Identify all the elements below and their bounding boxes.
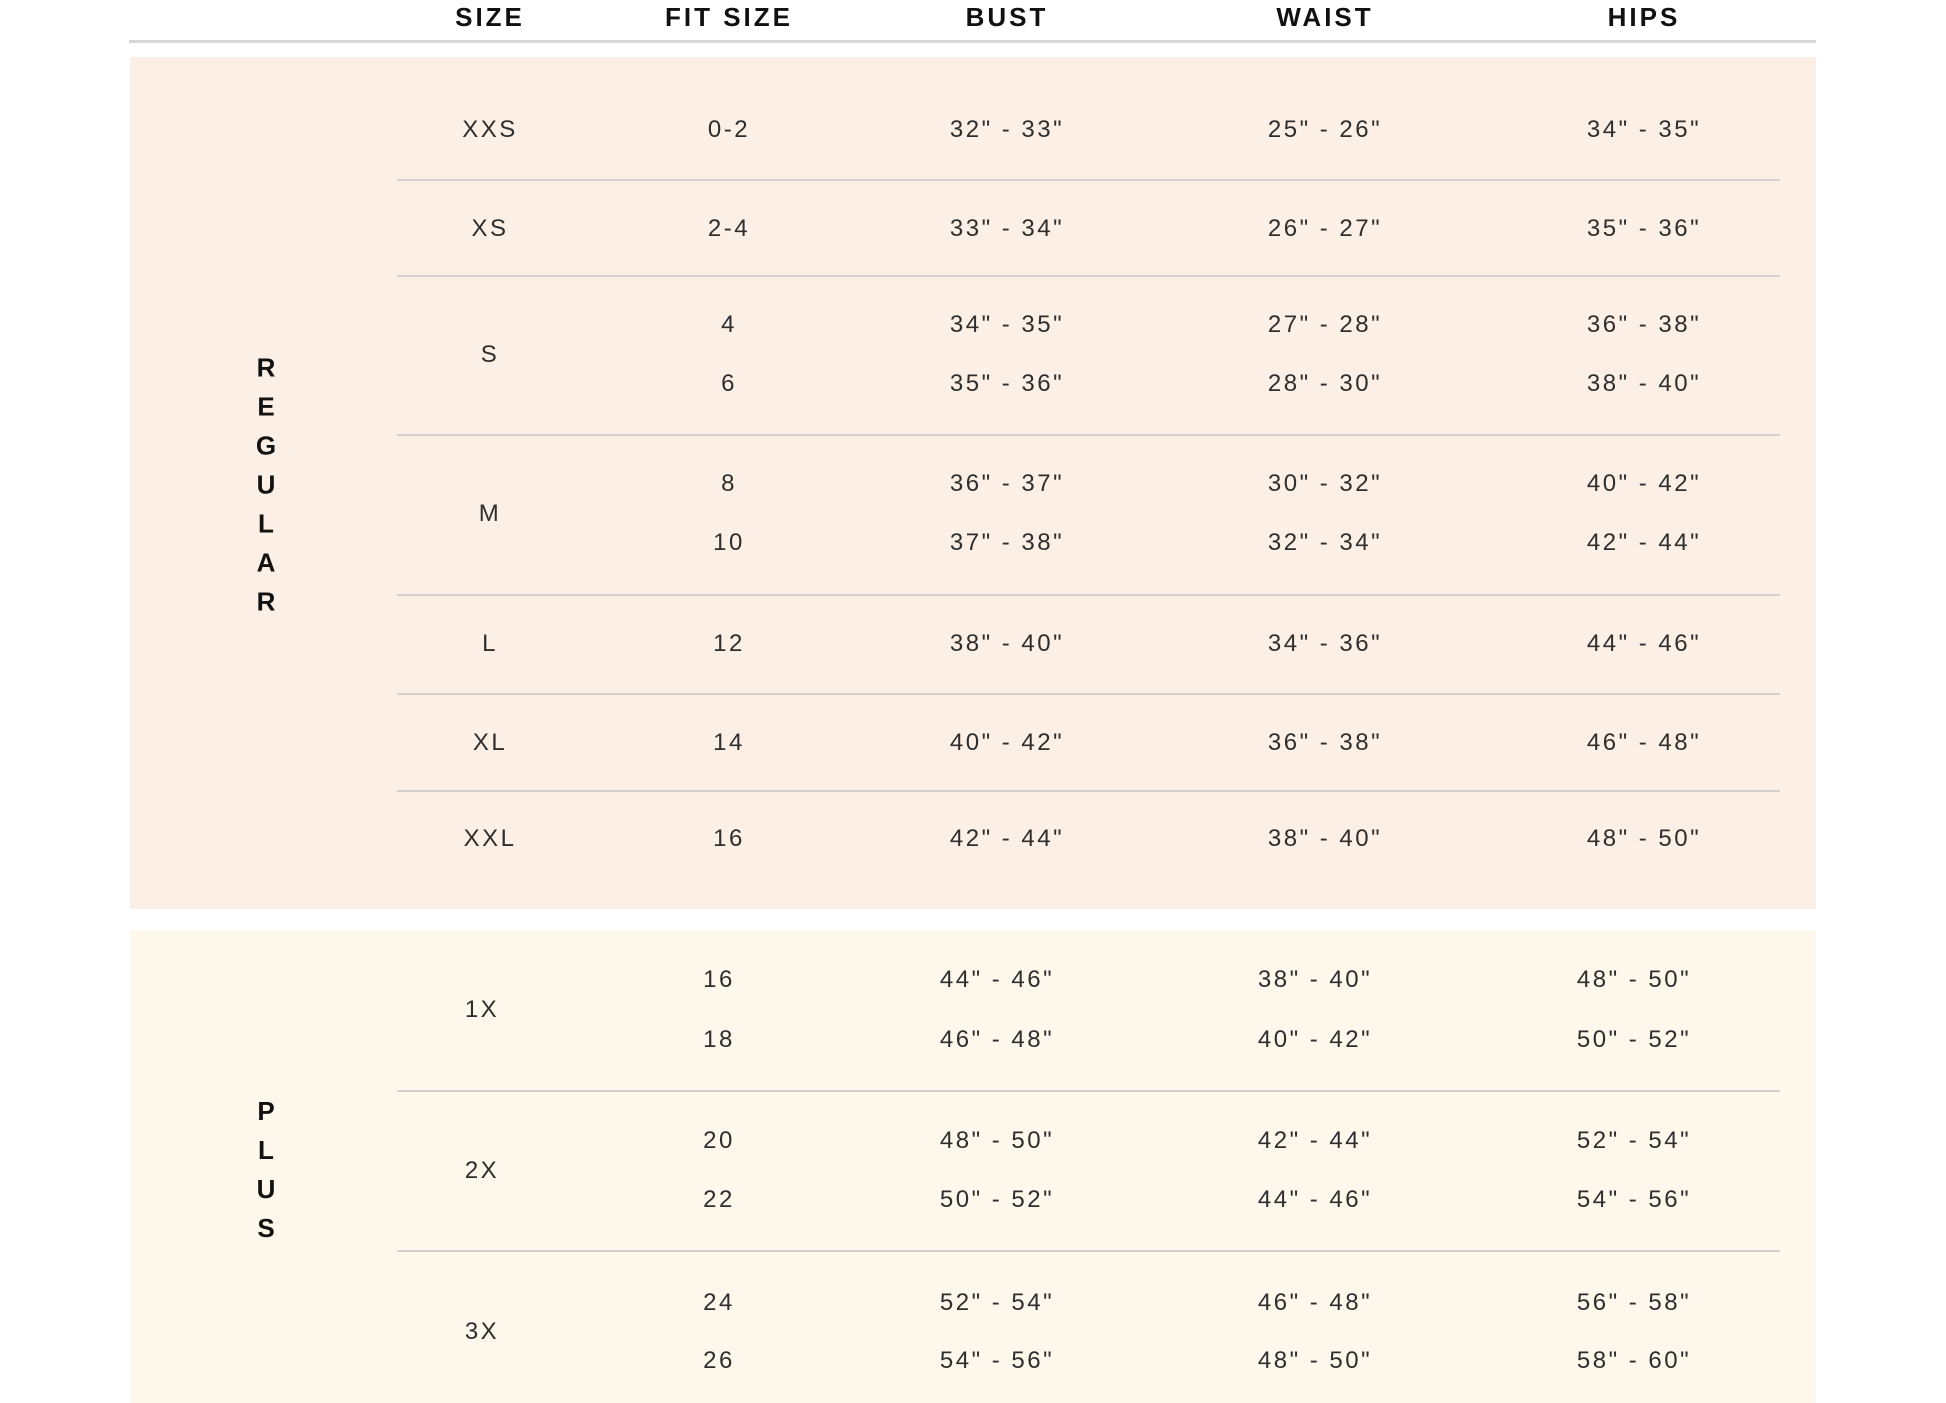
row-divider (397, 1090, 1780, 1092)
waist-cell: 38" - 40" (1267, 825, 1383, 852)
hips-cell: 54" - 56" (1576, 1186, 1692, 1213)
waist-cell: 30" - 32" (1267, 470, 1383, 497)
hips-cell: 42" - 44" (1586, 529, 1702, 556)
bust-cell: 34" - 35" (949, 311, 1065, 338)
bust-cell: 33" - 34" (949, 215, 1065, 242)
size-cell: XS (471, 215, 509, 242)
hips-cell: 50" - 52" (1576, 1026, 1692, 1053)
waist-cell: 26" - 27" (1267, 215, 1383, 242)
fit-cell: 12 (713, 630, 745, 657)
fit-cell: 6 (721, 370, 737, 397)
header-hips: HIPS (1607, 2, 1681, 32)
waist-cell: 38" - 40" (1257, 966, 1373, 993)
fit-cell: 0-2 (707, 116, 751, 143)
size-cell: XXL (463, 825, 517, 852)
size-cell: S (480, 340, 500, 368)
header-bust: BUST (965, 2, 1049, 32)
hips-cell: 34" - 35" (1586, 116, 1702, 143)
row-divider (397, 275, 1780, 277)
size-cell: 1X (464, 996, 500, 1023)
waist-cell: 42" - 44" (1257, 1127, 1373, 1154)
fit-cell: 26 (703, 1347, 735, 1374)
bust-cell: 50" - 52" (939, 1186, 1055, 1213)
bust-cell: 44" - 46" (939, 966, 1055, 993)
hips-cell: 36" - 38" (1586, 311, 1702, 338)
bust-cell: 38" - 40" (949, 630, 1065, 657)
hips-cell: 38" - 40" (1586, 370, 1702, 397)
bust-cell: 46" - 48" (939, 1026, 1055, 1053)
group-label-plus: PLUS (256, 1096, 276, 1243)
row-divider (397, 179, 1780, 181)
hips-cell: 48" - 50" (1576, 966, 1692, 993)
row-divider (397, 790, 1780, 792)
size-cell: L (482, 630, 498, 657)
bust-cell: 54" - 56" (939, 1347, 1055, 1374)
header-size: SIZE (455, 2, 525, 32)
hips-cell: 46" - 48" (1586, 729, 1702, 756)
bust-cell: 37" - 38" (949, 529, 1065, 556)
fit-cell: 22 (703, 1186, 735, 1213)
waist-cell: 36" - 38" (1267, 729, 1383, 756)
waist-cell: 46" - 48" (1257, 1289, 1373, 1316)
fit-cell: 14 (713, 729, 745, 756)
row-divider (397, 1250, 1780, 1252)
waist-cell: 44" - 46" (1257, 1186, 1373, 1213)
fit-cell: 10 (713, 529, 745, 556)
row-divider (397, 693, 1780, 695)
fit-cell: 8 (721, 470, 737, 497)
group-label-regular: REGULAR (255, 352, 277, 617)
size-cell: 2X (464, 1156, 500, 1184)
bust-cell: 32" - 33" (949, 116, 1065, 143)
row-divider (397, 594, 1780, 596)
hips-cell: 52" - 54" (1576, 1127, 1692, 1154)
waist-cell: 34" - 36" (1267, 630, 1383, 657)
waist-cell: 25" - 26" (1267, 116, 1383, 143)
size-cell: M (478, 499, 502, 527)
hips-cell: 48" - 50" (1586, 825, 1702, 852)
hips-cell: 56" - 58" (1576, 1289, 1692, 1316)
fit-cell: 24 (703, 1289, 735, 1316)
regular-section-background (130, 57, 1816, 909)
row-divider (397, 434, 1780, 436)
bust-cell: 42" - 44" (949, 825, 1065, 852)
fit-cell: 20 (703, 1127, 735, 1154)
fit-cell: 2-4 (707, 215, 751, 242)
fit-cell: 16 (713, 825, 745, 852)
waist-cell: 40" - 42" (1257, 1026, 1373, 1053)
waist-cell: 32" - 34" (1267, 529, 1383, 556)
waist-cell: 27" - 28" (1267, 311, 1383, 338)
header-fit-size: FIT SIZE (665, 2, 793, 32)
bust-cell: 48" - 50" (939, 1127, 1055, 1154)
fit-cell: 4 (721, 311, 737, 338)
header-divider (129, 40, 1816, 43)
hips-cell: 35" - 36" (1586, 215, 1702, 242)
fit-cell: 16 (703, 966, 735, 993)
fit-cell: 18 (703, 1026, 735, 1053)
plus-section-background (130, 930, 1816, 1403)
size-cell: XXS (462, 116, 518, 143)
waist-cell: 28" - 30" (1267, 370, 1383, 397)
bust-cell: 40" - 42" (949, 729, 1065, 756)
size-cell: 3X (464, 1318, 500, 1345)
size-cell: XL (472, 729, 508, 756)
bust-cell: 52" - 54" (939, 1289, 1055, 1316)
hips-cell: 58" - 60" (1576, 1347, 1692, 1374)
bust-cell: 36" - 37" (949, 470, 1065, 497)
hips-cell: 44" - 46" (1586, 630, 1702, 657)
header-waist: WAIST (1276, 2, 1374, 32)
hips-cell: 40" - 42" (1586, 470, 1702, 497)
waist-cell: 48" - 50" (1257, 1347, 1373, 1374)
bust-cell: 35" - 36" (949, 370, 1065, 397)
